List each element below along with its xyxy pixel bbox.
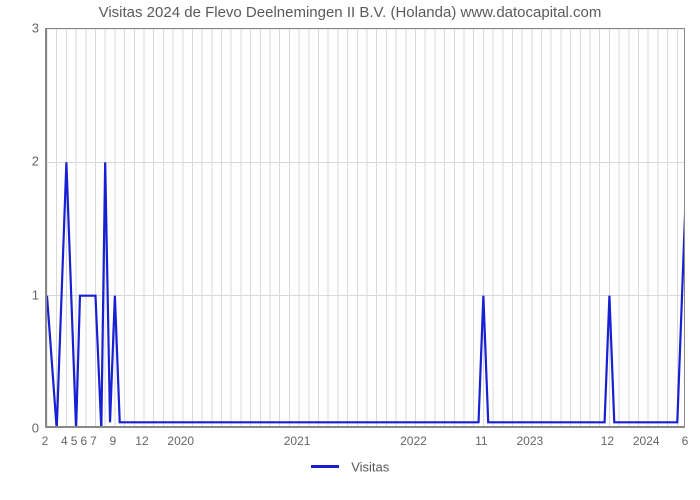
- xtick-label: 12: [601, 434, 614, 448]
- xtick-label: 2021: [284, 434, 311, 448]
- xtick-label: 4: [61, 434, 68, 448]
- ytick-label: 1: [9, 287, 39, 302]
- xtick-label: 6: [682, 434, 689, 448]
- xtick-label: 2022: [400, 434, 427, 448]
- legend-label: Visitas: [351, 459, 389, 474]
- xtick-label: 5: [71, 434, 78, 448]
- ytick-label: 0: [9, 421, 39, 436]
- plot-svg: [47, 29, 685, 428]
- xtick-label: 12: [135, 434, 148, 448]
- xtick-label: 9: [110, 434, 117, 448]
- xtick-label: 6: [80, 434, 87, 448]
- xtick-label: 2: [42, 434, 49, 448]
- series-visitas: [47, 162, 685, 428]
- ytick-label: 3: [9, 21, 39, 36]
- legend: Visitas: [0, 458, 700, 476]
- xtick-label: 7: [90, 434, 97, 448]
- xtick-label: 2024: [633, 434, 660, 448]
- chart-title: Visitas 2024 de Flevo Deelnemingen II B.…: [0, 4, 700, 21]
- xtick-label: 11: [475, 434, 487, 448]
- ytick-label: 2: [9, 154, 39, 169]
- xtick-label: 2020: [167, 434, 194, 448]
- chart-container: { "chart": { "type": "line", "title": "V…: [0, 0, 700, 500]
- legend-swatch: [311, 465, 339, 468]
- xtick-label: 2023: [516, 434, 543, 448]
- plot-area: [45, 28, 685, 428]
